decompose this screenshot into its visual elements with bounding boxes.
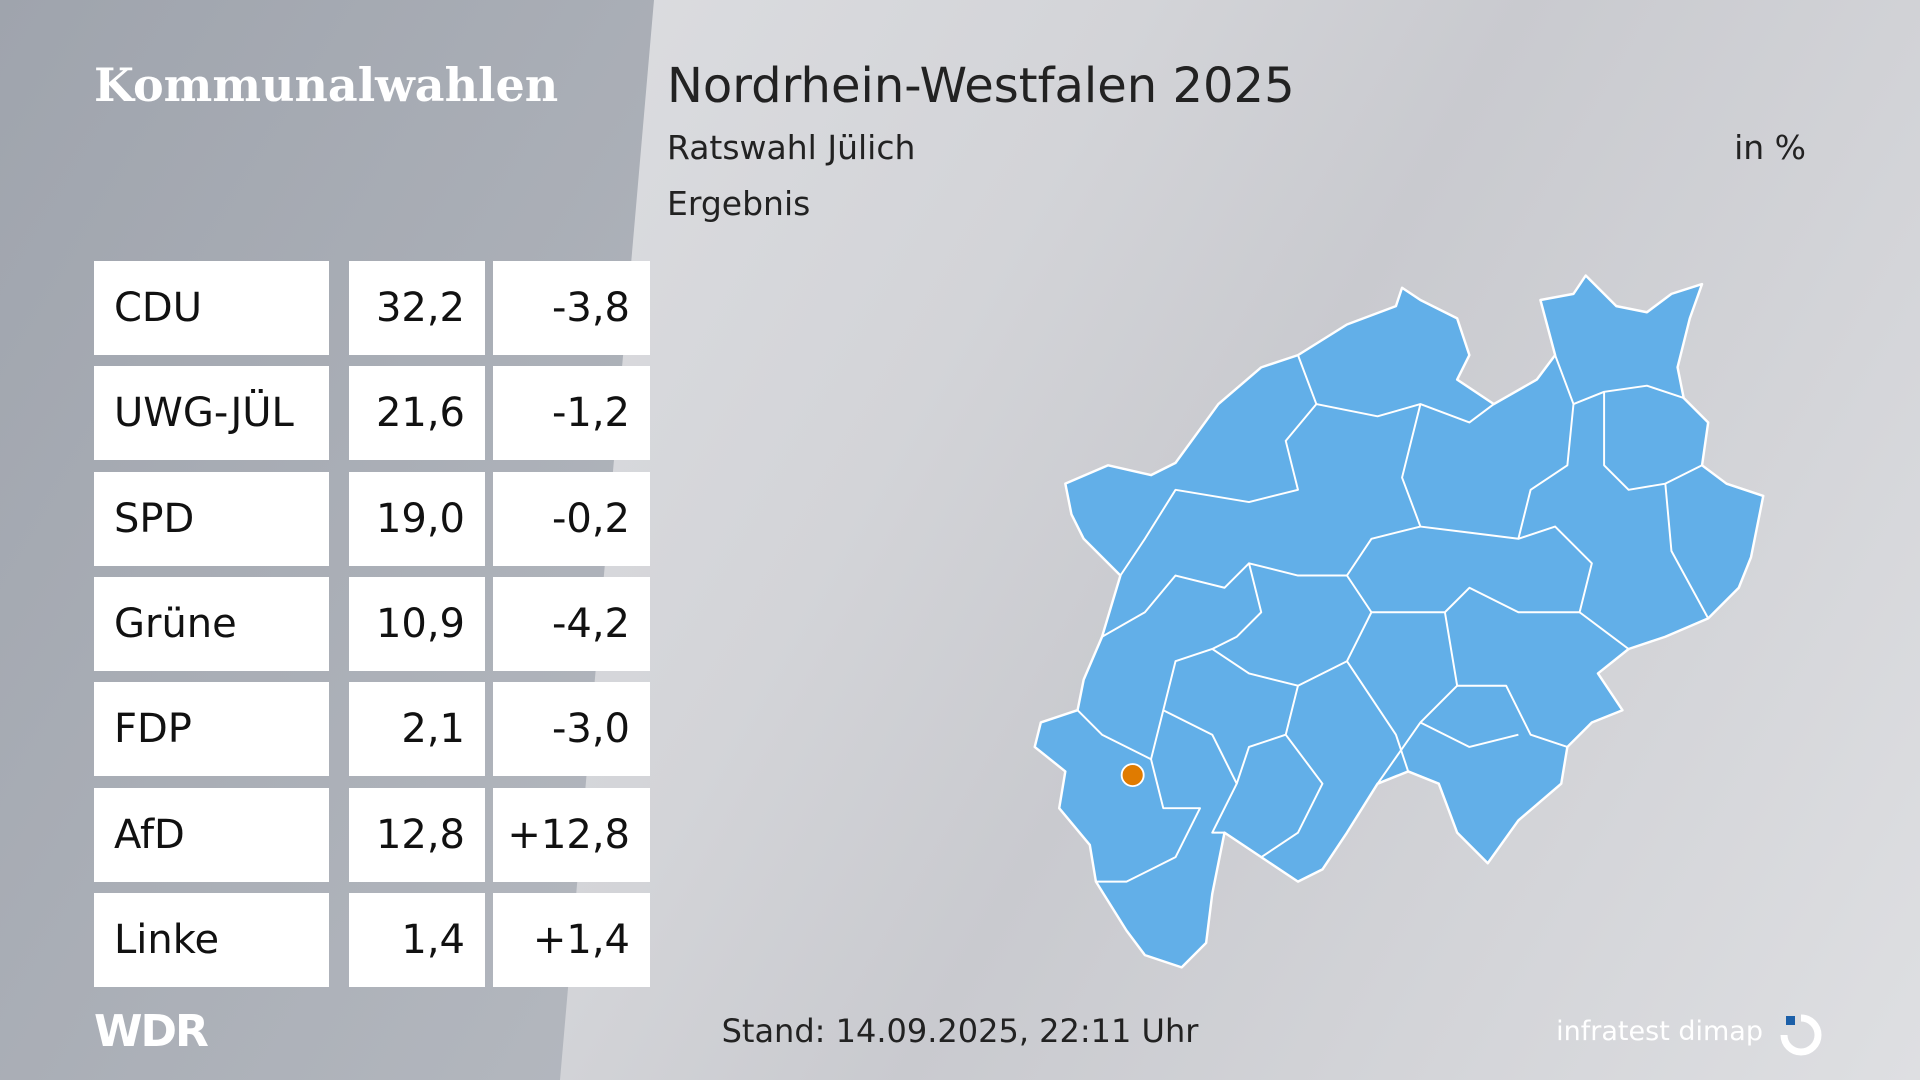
party-name: UWG-JÜL (94, 366, 329, 461)
logo-square (1786, 1016, 1795, 1025)
section-title: Kommunalwahlen (94, 58, 559, 112)
logo-arc (1780, 1014, 1822, 1056)
party-name: FDP (94, 682, 329, 777)
change-value: +1,4 (493, 892, 650, 987)
unit: in % (1734, 128, 1806, 167)
party-name: SPD (94, 471, 329, 566)
broadcaster-logo: WDR (94, 1006, 209, 1057)
map-outline (1033, 274, 1765, 969)
change-value: -4,2 (493, 576, 650, 671)
timestamp: Stand: 14.09.2025, 22:11 Uhr (721, 1012, 1199, 1050)
party-name: Grüne (94, 576, 329, 671)
source: infratest dimap (1556, 1016, 1763, 1047)
result-label: Ergebnis (667, 184, 811, 223)
result-value: 21,6 (349, 366, 485, 461)
change-value: +12,8 (493, 787, 650, 882)
subtitle: Ratswahl Jülich (667, 128, 916, 167)
result-value: 1,4 (349, 892, 485, 987)
result-value: 12,8 (349, 787, 485, 882)
party-name: Linke (94, 892, 329, 987)
change-value: -0,2 (493, 471, 650, 566)
source-logo (1780, 1014, 1822, 1056)
map (1033, 274, 1765, 969)
party-name: CDU (94, 261, 329, 355)
change-value: -3,0 (493, 682, 650, 777)
result-value: 19,0 (349, 471, 485, 566)
change-value: -3,8 (493, 261, 650, 355)
party-name: AfD (94, 787, 329, 882)
map-borders (1076, 354, 1710, 883)
result-value: 2,1 (349, 682, 485, 777)
result-value: 10,9 (349, 576, 485, 671)
result-value: 32,2 (349, 261, 485, 355)
change-value: -1,2 (493, 366, 650, 461)
location-marker (1120, 763, 1145, 788)
title: Nordrhein-Westfalen 2025 (667, 58, 1295, 114)
